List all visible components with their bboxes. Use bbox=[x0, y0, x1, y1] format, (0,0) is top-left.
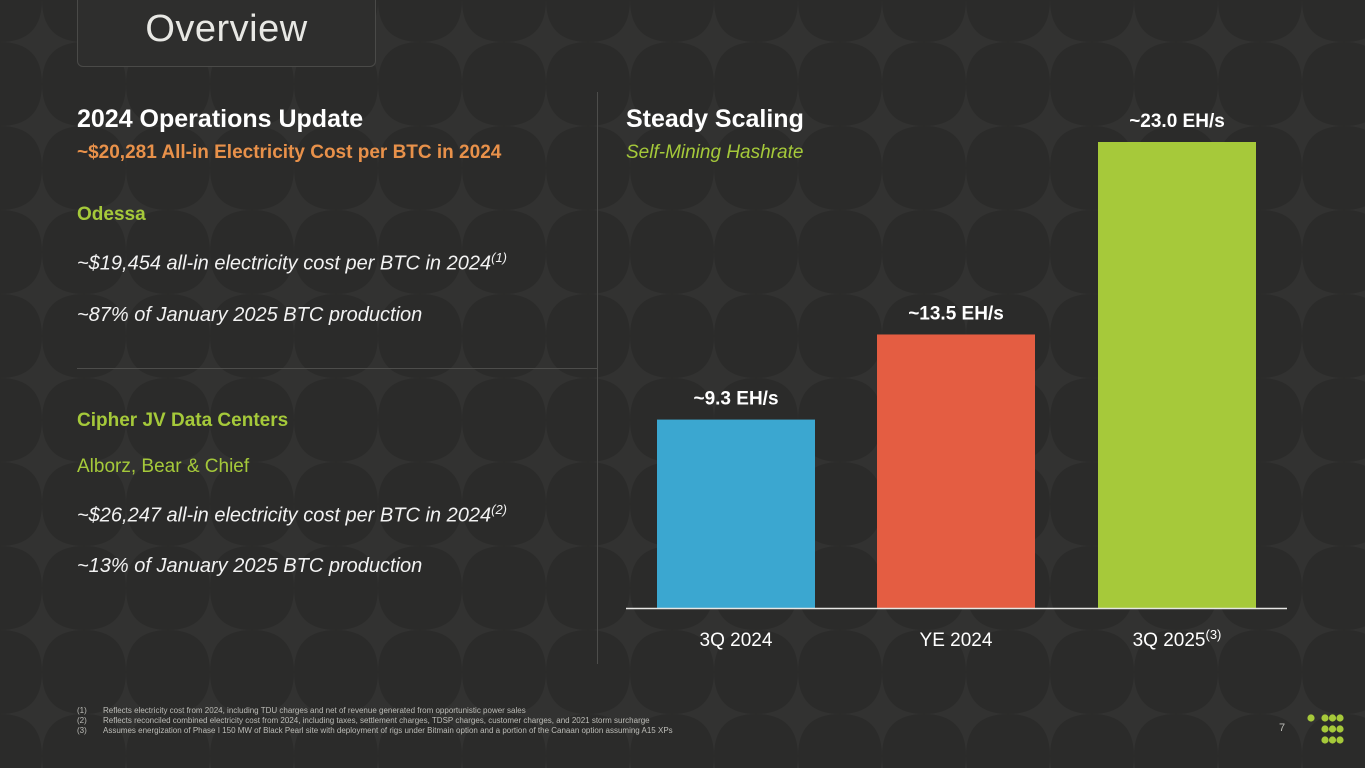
odessa-cost-line: ~$19,454 all-in electricity cost per BTC… bbox=[77, 250, 507, 276]
footnote-ref-2: (2) bbox=[491, 502, 507, 517]
x-tick-label-3: 3Q 2025(3) bbox=[1133, 627, 1222, 651]
footnote-3-text: Assumes energization of Phase I 150 MW o… bbox=[103, 726, 673, 735]
section-divider bbox=[77, 368, 597, 369]
data-label-1: ~9.3 EH/s bbox=[693, 389, 778, 410]
footnote-ref-1: (1) bbox=[491, 250, 507, 265]
title-tab: Overview bbox=[77, 0, 376, 67]
operations-subheading: ~$20,281 All-in Electricity Cost per BTC… bbox=[77, 142, 502, 163]
x-tick-note-3: (3) bbox=[1206, 627, 1222, 642]
footnote-1: (1) Reflects electricity cost from 2024, … bbox=[77, 706, 673, 716]
bar-3 bbox=[1098, 142, 1256, 608]
odessa-cost-text: ~$19,454 all-in electricity cost per BTC… bbox=[77, 252, 492, 275]
cipher-title: Cipher JV Data Centers bbox=[77, 410, 289, 431]
data-label-2: ~13.5 EH/s bbox=[908, 303, 1004, 324]
footnote-1-text: Reflects electricity cost from 2024, inc… bbox=[103, 706, 526, 715]
chart-subtitle: Self-Mining Hashrate bbox=[626, 142, 804, 163]
cipher-cost-text: ~$26,247 all-in electricity cost per BTC… bbox=[77, 504, 492, 527]
cipher-cost-line: ~$26,247 all-in electricity cost per BTC… bbox=[77, 502, 507, 528]
x-tick-label-2: YE 2024 bbox=[920, 630, 993, 651]
footnote-2-num: (2) bbox=[77, 716, 87, 725]
footnotes: (1) Reflects electricity cost from 2024, … bbox=[77, 706, 673, 736]
cipher-sites: Alborz, Bear & Chief bbox=[77, 456, 250, 477]
odessa-production-line: ~87% of January 2025 BTC production bbox=[77, 304, 423, 326]
footnote-3: (3) Assumes energization of Phase I 150 M… bbox=[77, 726, 673, 736]
bar-2 bbox=[877, 334, 1035, 608]
footnote-3-num: (3) bbox=[77, 726, 87, 735]
column-divider bbox=[597, 92, 598, 664]
company-logo-icon bbox=[1307, 714, 1344, 744]
footnote-2: (2) Reflects reconciled combined electric… bbox=[77, 716, 673, 726]
slide-title: Overview bbox=[145, 8, 308, 50]
footnote-2-text: Reflects reconciled combined electricity… bbox=[103, 716, 650, 725]
data-label-3: ~23.0 EH/s bbox=[1129, 111, 1225, 132]
x-tick-label-1: 3Q 2024 bbox=[700, 630, 773, 651]
odessa-title: Odessa bbox=[77, 204, 146, 225]
chart-title: Steady Scaling bbox=[626, 105, 804, 133]
operations-heading: 2024 Operations Update bbox=[77, 105, 364, 133]
footnote-1-num: (1) bbox=[77, 706, 87, 715]
cipher-production-line: ~13% of January 2025 BTC production bbox=[77, 555, 423, 577]
bar-1 bbox=[657, 419, 815, 608]
page-number: 7 bbox=[1279, 722, 1286, 734]
